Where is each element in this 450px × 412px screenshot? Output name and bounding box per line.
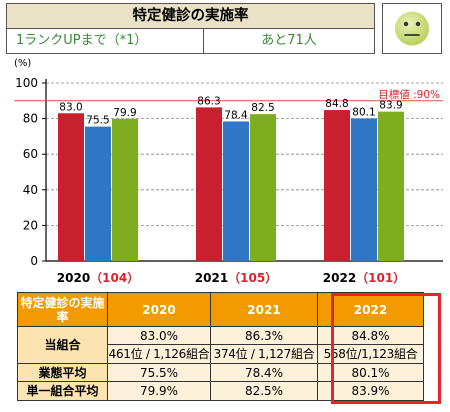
y-tick-label: 60 — [23, 147, 38, 161]
bar-value-label: 86.3 — [197, 95, 220, 107]
x-category-year: 2020 — [57, 271, 90, 285]
x-category-label: 2022（101） — [323, 270, 405, 285]
x-category-label: 2020（104） — [57, 270, 139, 285]
bar — [351, 118, 377, 261]
table-cell: 79.9% — [107, 381, 211, 401]
status-face-box — [382, 3, 442, 54]
bar — [85, 126, 111, 261]
data-table: 特定健診の実施率 2020 2021 2022 当組合 83.0% 86.3% … — [17, 292, 424, 401]
y-tick-label: 40 — [23, 183, 38, 197]
remaining-count: あと71人 — [261, 33, 317, 48]
table-rank-cell: 461位 / 1,126組合 — [107, 344, 211, 364]
table-cell: 83.0% — [107, 326, 211, 345]
bar — [58, 113, 84, 261]
table-rank-cell: 374位 / 1,127組合 — [210, 344, 318, 364]
row-label-industry: 業態平均 — [17, 363, 108, 382]
bar-value-label: 79.9 — [113, 107, 136, 119]
table-cell: 82.5% — [210, 381, 318, 401]
y-tick-label: 100 — [15, 76, 38, 90]
table-cell: 75.5% — [107, 363, 211, 382]
x-category-year: 2022 — [323, 271, 356, 285]
bar — [112, 118, 138, 261]
x-category-year: 2021 — [195, 271, 228, 285]
bar-value-label: 80.1 — [352, 106, 375, 118]
y-axis-unit-label: (%) — [14, 58, 31, 69]
table-rank-cell: 558位/1,123組合 — [317, 344, 424, 364]
bar-value-label: 83.0 — [59, 101, 82, 113]
bar — [324, 110, 350, 261]
page-title: 特定健診の実施率 — [7, 4, 374, 29]
y-tick-label: 80 — [23, 112, 38, 126]
header-panel: 特定健診の実施率 1ランクUPまで（*1） あと71人 — [6, 3, 375, 54]
bar-value-label: 83.9 — [379, 100, 402, 112]
table-cell: 83.9% — [317, 381, 424, 401]
bar — [378, 111, 404, 261]
target-label: 目標値 :90% — [378, 88, 440, 101]
bar-value-label: 78.4 — [224, 109, 248, 121]
table-cell: 84.8% — [317, 326, 424, 345]
table-cell: 78.4% — [210, 363, 318, 382]
neutral-face-icon — [395, 11, 429, 46]
row-label-own: 当組合 — [17, 326, 108, 364]
bar — [196, 107, 222, 261]
table-corner-label: 特定健診の実施率 — [17, 292, 108, 327]
y-tick-label: 0 — [30, 254, 38, 268]
bar — [250, 114, 276, 262]
rank-up-label: 1ランクUPまで（*1） — [7, 29, 204, 53]
bar-value-label: 84.8 — [325, 98, 348, 110]
table-cell: 86.3% — [210, 326, 318, 345]
row-label-single: 単一組合平均 — [17, 381, 108, 401]
table-year-header: 2021 — [210, 292, 318, 327]
table-year-header: 2022 — [317, 292, 424, 327]
x-category-count: （105） — [228, 270, 277, 285]
table-cell: 80.1% — [317, 363, 424, 382]
x-category-count: （104） — [90, 270, 139, 285]
bar-value-label: 82.5 — [251, 102, 274, 114]
bar-value-label: 75.5 — [86, 115, 109, 127]
table-year-header: 2020 — [107, 292, 211, 327]
x-category-count: （101） — [356, 270, 405, 285]
x-category-label: 2021（105） — [195, 270, 277, 285]
y-tick-label: 20 — [23, 218, 38, 232]
bar — [223, 121, 249, 261]
